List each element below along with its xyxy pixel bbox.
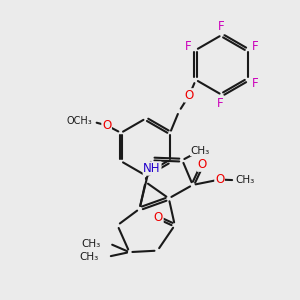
Text: CH₃: CH₃ xyxy=(235,175,254,185)
Text: F: F xyxy=(252,40,259,53)
Text: OCH₃: OCH₃ xyxy=(67,116,93,126)
Text: CH₃: CH₃ xyxy=(80,252,99,262)
Text: CH₃: CH₃ xyxy=(81,239,101,249)
Text: F: F xyxy=(252,77,259,90)
Text: F: F xyxy=(218,20,225,34)
Text: O: O xyxy=(102,119,111,132)
Text: CH₃: CH₃ xyxy=(190,146,210,156)
Text: F: F xyxy=(217,97,224,110)
Text: F: F xyxy=(184,40,191,53)
Text: O: O xyxy=(215,173,224,186)
Text: NH: NH xyxy=(143,162,161,175)
Text: O: O xyxy=(184,89,194,102)
Text: O: O xyxy=(154,211,163,224)
Text: O: O xyxy=(198,158,207,171)
